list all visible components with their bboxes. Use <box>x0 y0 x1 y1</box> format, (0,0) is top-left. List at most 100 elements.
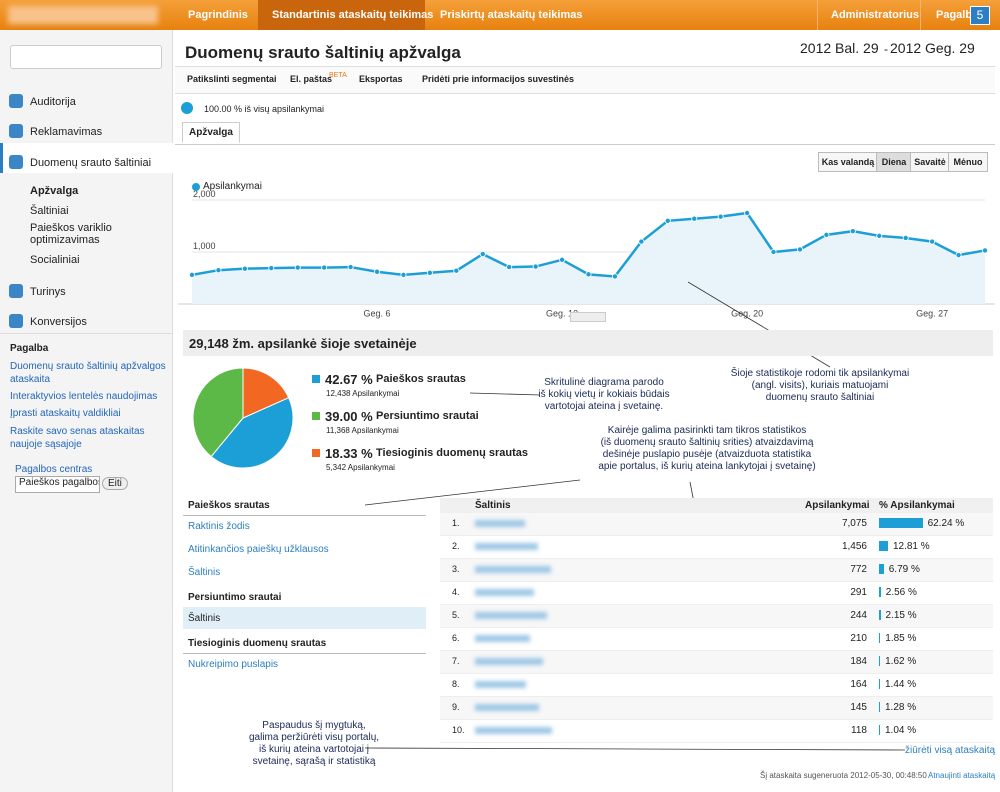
nav-tab[interactable]: Standartinis ataskaitų teikimas <box>272 9 434 21</box>
blurred-source[interactable] <box>475 635 530 642</box>
help-link[interactable]: Duomenų srauto šaltinių apžvalgos ataska… <box>10 361 166 385</box>
footer-text: Šį ataskaita sugeneruota 2012-05-30, 00:… <box>760 771 932 780</box>
pie-legend-swatch <box>312 412 320 420</box>
tab-line <box>175 144 995 145</box>
account-blur <box>8 6 158 24</box>
toolbar-export[interactable]: Eksportas <box>359 74 403 84</box>
point <box>294 264 301 271</box>
table-row <box>440 651 993 674</box>
nav-tab[interactable]: Pagrindinis <box>188 9 248 21</box>
nav-tab[interactable]: Priskirtų ataskaitų teikimas <box>440 9 583 21</box>
footer-refresh[interactable]: Atnaujinti ataskaitą <box>928 771 996 780</box>
date-end[interactable]: 2012 Geg. 29 <box>890 40 975 56</box>
pie-value-label: 42.67 % <box>325 372 373 387</box>
help-link[interactable]: Interaktyvios lentelės naudojimas <box>10 391 158 402</box>
sidebar-item[interactable]: Reklamavimas <box>30 126 103 138</box>
blurred-source[interactable] <box>475 658 543 665</box>
annotation-arrow <box>364 479 581 506</box>
help-link[interactable]: Raskite savo senas ataskaitas naujoje są… <box>10 426 145 450</box>
point <box>479 251 486 258</box>
list-link[interactable]: Šaltinis <box>188 613 221 624</box>
row-visits: 244 <box>850 610 867 621</box>
pie-value-label: 39.00 % <box>325 409 373 424</box>
list-rule <box>183 653 426 654</box>
annotation: Paspaudus šį mygtuką, <box>262 720 366 731</box>
notification-badge[interactable]: 5 <box>970 6 990 25</box>
point <box>506 264 513 271</box>
pie-legend-name: Tiesioginis duomenų srautas <box>376 447 528 459</box>
point <box>611 273 618 280</box>
row-visits: 164 <box>850 679 867 690</box>
help-center-link[interactable]: Pagalbos centras <box>15 464 93 475</box>
annotation: galima peržiūrėti visų portalų, <box>248 732 380 743</box>
sidebar-icon <box>9 155 23 169</box>
point <box>796 246 803 253</box>
annotation: iš kurių ateina vartotojai į <box>258 744 370 755</box>
nav-help[interactable]: Pagalba <box>936 9 979 21</box>
sidebar-subitem[interactable]: Paieškos variklio optimizavimas <box>30 222 112 246</box>
sidebar-subitem[interactable]: Socialiniai <box>30 254 80 266</box>
blurred-source[interactable] <box>475 589 534 596</box>
sidebar-search[interactable] <box>10 45 162 69</box>
percent-bar <box>879 656 881 666</box>
list-heading: Persiuntimo srautai <box>188 592 282 603</box>
list-link[interactable]: Šaltinis <box>188 567 221 578</box>
sidebar-item[interactable]: Turinys <box>30 286 66 298</box>
row-index: 6. <box>452 633 460 643</box>
blurred-source[interactable] <box>475 727 552 734</box>
toolbar-segments[interactable]: Patikslinti segmentai <box>187 74 277 84</box>
row-visits: 7,075 <box>841 518 867 529</box>
sidebar-subitem[interactable]: Apžvalga <box>30 185 79 197</box>
blurred-source[interactable] <box>475 704 539 711</box>
list-link[interactable]: Atitinkančios paieškų užklausos <box>188 544 329 555</box>
table-header-cell: Šaltinis <box>475 500 511 511</box>
date-start[interactable]: 2012 Bal. 29 <box>800 40 879 56</box>
help-link[interactable]: Įprasti ataskaitų valdikliai <box>10 408 121 419</box>
view-all-link[interactable]: žiūrėti visą ataskaitą <box>905 745 996 756</box>
selected-item <box>0 143 175 173</box>
time-button[interactable]: Kas valandą <box>818 152 878 172</box>
annotation-arrow <box>469 392 541 396</box>
sidebar-item[interactable]: Konversijos <box>30 316 87 328</box>
annotation: (angl. visits), kuriais matuojami <box>751 380 889 391</box>
table-row <box>440 513 993 536</box>
overview-tab[interactable]: Apžvalga <box>182 122 240 143</box>
pie-slice <box>210 396 294 469</box>
pie-legend-name: Persiuntimo srautai <box>376 410 479 422</box>
chart-resize-handle[interactable] <box>570 312 606 322</box>
time-button[interactable]: Mėnuo <box>948 152 988 172</box>
point <box>347 264 354 271</box>
row-index: 1. <box>452 518 460 528</box>
toolbar <box>175 66 995 94</box>
sidebar-item[interactable]: Auditorija <box>30 96 76 108</box>
sidebar-item[interactable]: Duomenų srauto šaltiniai <box>30 157 152 169</box>
annotation: Skritulinė diagrama parodo <box>544 377 664 388</box>
blurred-source[interactable] <box>475 612 547 619</box>
sidebar-subitem[interactable]: Šaltiniai <box>30 205 69 217</box>
time-button[interactable]: Diena <box>876 152 912 172</box>
row-visits: 118 <box>851 725 867 736</box>
help-search-input[interactable]: Paieškos pagalbos <box>15 476 100 493</box>
list-link[interactable]: Raktinis žodis <box>188 521 250 532</box>
help-go-button[interactable]: Eiti <box>102 477 128 490</box>
table-row <box>440 559 993 582</box>
blurred-source[interactable] <box>475 520 525 527</box>
annotation: apie portalus, iš kurių ateina lankytoja… <box>598 461 816 472</box>
blurred-source[interactable] <box>475 681 526 688</box>
time-button[interactable]: Savaitė <box>910 152 950 172</box>
point <box>215 267 222 274</box>
toolbar-dashboard[interactable]: Pridėti prie informacijos suvestinės <box>422 74 575 84</box>
beta-tag: BETA <box>329 72 347 79</box>
list-link[interactable]: Nukreipimo puslapis <box>188 659 279 670</box>
annotation: Kairėje galima pasirinkti tam tikros sta… <box>607 425 807 436</box>
blurred-source[interactable] <box>475 566 551 573</box>
nav-admin[interactable]: Administratorius <box>831 9 920 21</box>
row-visits: 184 <box>850 656 867 667</box>
point <box>321 264 328 271</box>
toolbar-email[interactable]: El. paštas <box>290 74 333 84</box>
blurred-source[interactable] <box>475 543 538 550</box>
pie-legend-sub: 11,368 Apsilankymai <box>326 426 399 435</box>
point <box>453 267 460 274</box>
sidebar-divider <box>0 333 172 334</box>
pie-legend-name: Paieškos srautas <box>376 373 466 385</box>
